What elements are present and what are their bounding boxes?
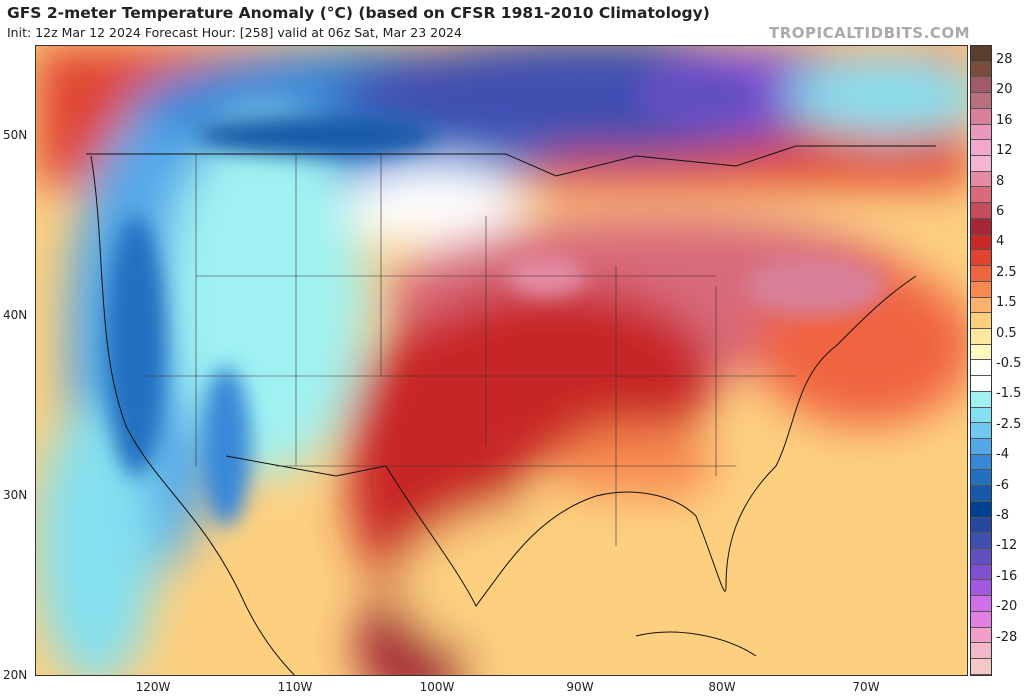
colorbar-label: 0.5 — [996, 325, 1017, 341]
colorbar-swatch — [971, 611, 991, 628]
colorbar-label: -0.5 — [996, 356, 1022, 371]
colorbar-swatch — [971, 234, 991, 251]
colorbar-swatch — [971, 596, 991, 612]
colorbar-swatch — [971, 46, 991, 62]
colorbar-label: 4 — [996, 234, 1005, 250]
colorbar-swatch — [971, 533, 991, 549]
lat-label: 20N — [3, 668, 28, 682]
colorbar-swatch — [971, 438, 991, 455]
colorbar-label: -28 — [996, 629, 1018, 645]
colorbar-swatch — [971, 344, 991, 361]
colorbar-swatch — [971, 297, 991, 314]
colorbar-swatch — [971, 140, 991, 157]
colorbar-label: -8 — [996, 508, 1009, 523]
lat-label: 40N — [3, 308, 28, 322]
colorbar-swatch — [971, 501, 991, 518]
colorbar-label: -4 — [996, 447, 1009, 463]
colorbar-swatch — [971, 156, 991, 172]
colorbar-label: 12 — [996, 143, 1013, 159]
colorbar-swatch — [971, 407, 991, 424]
lon-label: 80W — [708, 680, 736, 694]
colorbar-swatch — [971, 281, 991, 298]
colorbar-swatch — [971, 313, 991, 329]
colorbar-label: 1.5 — [996, 295, 1017, 311]
colorbar-swatch — [971, 423, 991, 439]
colorbar-label: -2.5 — [996, 416, 1022, 432]
colorbar-label: 16 — [996, 112, 1013, 128]
lat-label: 30N — [3, 488, 28, 502]
lon-label: 120W — [135, 680, 171, 694]
map-subtitle: Init: 12z Mar 12 2024 Forecast Hour: [25… — [7, 25, 462, 40]
colorbar-label: -6 — [996, 477, 1009, 493]
colorbar-swatch — [971, 250, 991, 267]
colorbar-swatch — [971, 486, 991, 502]
colorbar-swatch — [971, 266, 991, 282]
colorbar-swatch — [971, 580, 991, 597]
colorbar-swatch — [971, 171, 991, 188]
colorbar-swatch — [971, 470, 991, 487]
colorbar-swatch — [971, 328, 991, 345]
lon-label: 100W — [419, 680, 455, 694]
brand-watermark: TROPICALTIDBITS.COM — [769, 24, 970, 42]
temperature-anomaly-map — [35, 45, 968, 676]
colorbar-swatch — [971, 517, 991, 534]
lat-label: 50N — [3, 128, 28, 142]
lon-label: 90W — [566, 680, 594, 694]
colorbar-swatch — [971, 360, 991, 377]
colorbar-swatch — [971, 643, 991, 660]
colorbar-swatch — [971, 61, 991, 78]
colorbar-label: 20 — [996, 82, 1013, 98]
colorbar-swatch — [971, 549, 991, 565]
colorbar-label: -1.5 — [996, 386, 1022, 402]
colorbar-label: 6 — [996, 204, 1005, 219]
colorbar — [970, 45, 992, 676]
colorbar-swatch — [971, 77, 991, 94]
colorbar-swatch — [971, 376, 991, 392]
colorbar-swatch — [971, 627, 991, 644]
colorbar-swatch — [971, 218, 991, 235]
colorbar-swatch — [971, 203, 991, 219]
colorbar-label: -12 — [996, 538, 1018, 554]
lon-label: 70W — [852, 680, 880, 694]
colorbar-swatch — [971, 564, 991, 581]
map-title: GFS 2-meter Temperature Anomaly (°C) (ba… — [7, 4, 710, 22]
colorbar-swatch — [971, 187, 991, 204]
colorbar-swatch — [971, 391, 991, 408]
colorbar-label: 28 — [996, 52, 1013, 67]
colorbar-label: -16 — [996, 568, 1018, 584]
colorbar-swatch — [971, 659, 991, 675]
lon-label: 110W — [277, 680, 313, 694]
colorbar-swatch — [971, 124, 991, 141]
colorbar-label: 2.5 — [996, 264, 1017, 280]
colorbar-label: -20 — [996, 599, 1018, 615]
colorbar-swatch — [971, 454, 991, 471]
colorbar-swatch — [971, 108, 991, 125]
colorbar-swatch — [971, 93, 991, 109]
colorbar-label: 8 — [996, 173, 1005, 189]
